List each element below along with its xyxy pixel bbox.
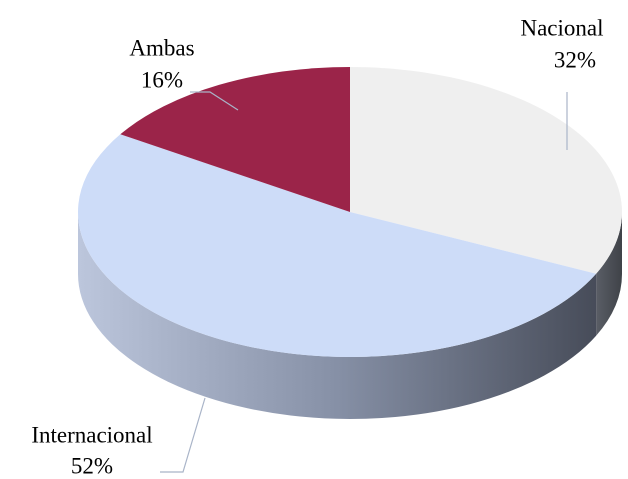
pie-slice	[350, 67, 622, 274]
pie-slice	[77, 134, 597, 358]
pie-side	[596, 212, 622, 336]
slice-value-label: 32%	[554, 47, 596, 72]
pie-slice	[120, 67, 350, 212]
leader-line	[190, 91, 239, 111]
pie-side	[78, 212, 597, 419]
slice-label: Ambas	[129, 35, 194, 60]
slice-label: Nacional	[520, 15, 603, 40]
slice-value-label: 52%	[71, 453, 113, 478]
slice-label: Internacional	[31, 422, 152, 447]
slice-value-label: 16%	[141, 67, 183, 92]
leader-line	[160, 397, 206, 473]
